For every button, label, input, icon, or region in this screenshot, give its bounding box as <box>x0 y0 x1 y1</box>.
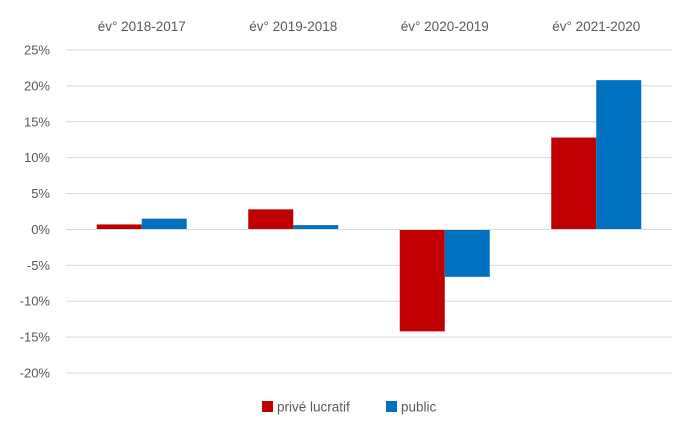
y-tick-label: -20% <box>20 366 51 381</box>
bar-public-3 <box>596 80 642 230</box>
category-label: év° 2019-2018 <box>249 19 337 34</box>
category-label: év° 2021-2020 <box>552 19 640 34</box>
bar-prive-lucratif-0 <box>96 224 142 230</box>
category-labels: év° 2018-2017 év° 2019-2018 év° 2020-2019 é… <box>98 19 640 34</box>
y-tick-label: 15% <box>24 114 50 129</box>
bar-prive-lucratif-3 <box>551 137 597 230</box>
bar-public-0 <box>141 218 187 230</box>
y-tick-label: 0% <box>31 222 50 237</box>
y-tick-label: 20% <box>24 78 50 93</box>
category-label: év° 2020-2019 <box>401 19 489 34</box>
legend-swatch <box>386 401 397 412</box>
y-tick-label: 10% <box>24 150 50 165</box>
bar-prive-lucratif-2 <box>399 229 445 332</box>
y-tick-label: -10% <box>20 294 51 309</box>
bar-prive-lucratif-1 <box>248 209 294 230</box>
legend-label: public <box>401 400 437 415</box>
y-axis-ticks: 25% 20% 15% 10% 5% 0% -5% -10% -15% -20% <box>20 43 51 381</box>
bar-public-2 <box>444 229 490 277</box>
bars <box>96 80 642 332</box>
legend-label: privé lucratif <box>277 400 350 415</box>
y-tick-label: -5% <box>27 258 51 273</box>
legend-swatch <box>262 401 273 412</box>
legend: privé lucratif public <box>262 400 437 415</box>
category-label: év° 2018-2017 <box>98 19 186 34</box>
y-tick-label: 5% <box>31 186 50 201</box>
bar-public-1 <box>293 225 339 230</box>
y-tick-label: -15% <box>20 330 51 345</box>
y-tick-label: 25% <box>24 43 50 58</box>
